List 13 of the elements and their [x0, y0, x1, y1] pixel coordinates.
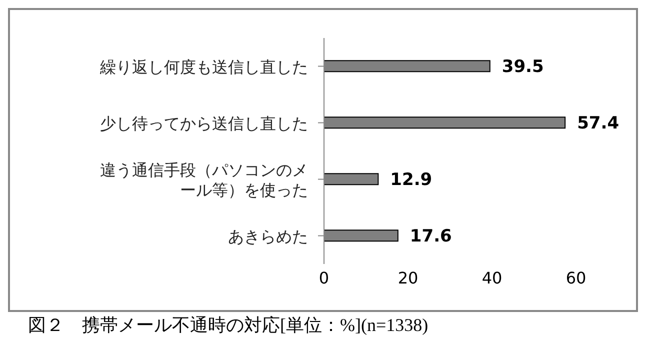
data-label: 12.9	[390, 170, 432, 190]
x-tick-label: 60	[566, 268, 586, 288]
data-label: 57.4	[577, 114, 620, 134]
data-label: 17.6	[410, 226, 452, 247]
data-label: 39.5	[502, 57, 544, 78]
y-tick-label: 繰り返し何度も送信し直した	[99, 56, 308, 76]
x-tick-label: 40	[482, 268, 502, 288]
x-tick-label: 0	[318, 268, 330, 288]
caption: 図２ 携帯メール不通時の対応[単位：%](n=1338)	[28, 314, 430, 336]
y-tick-label: あきらめた	[228, 226, 308, 246]
x-tick-label: 20	[398, 268, 418, 288]
y-tick-label: 違う通信手段（パソコンのメール等）を使った	[100, 160, 308, 199]
y-tick-label: 少し待ってから送信し直した	[100, 113, 308, 132]
